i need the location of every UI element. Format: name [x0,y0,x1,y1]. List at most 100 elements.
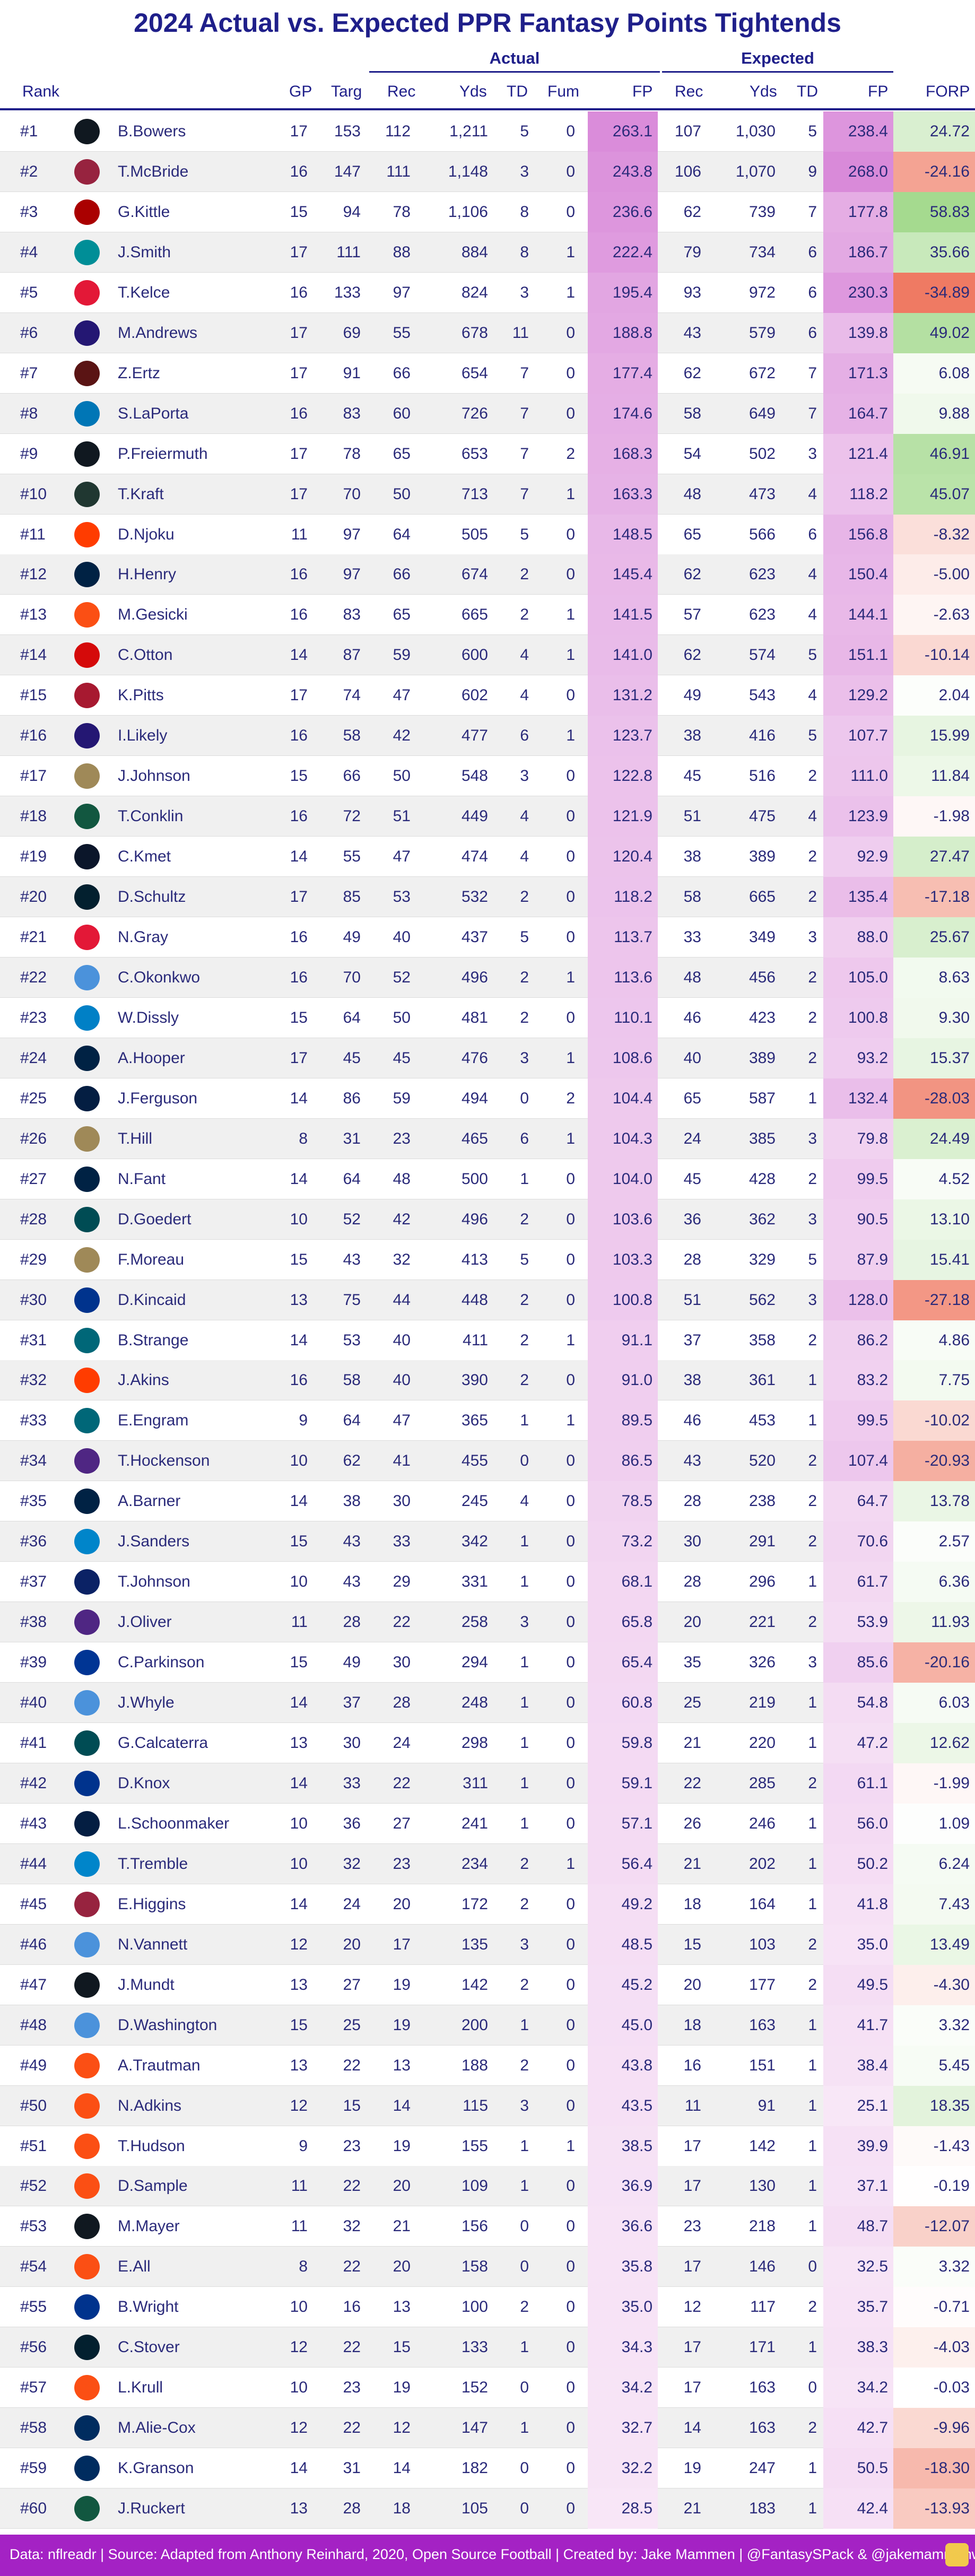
exp-fp-heat-cell [823,595,893,636]
team-logo-icon [74,884,100,910]
fp-heat-cell [588,716,658,756]
rank-cell: #14 [20,646,47,664]
yds-cell: 294 [461,1653,488,1672]
gp-cell: 10 [290,1452,308,1470]
col-exp-yds-header: Yds [750,83,777,100]
fum-cell: 0 [566,1573,575,1591]
table-row: #14 C.Otton 14 87 59 600 4 1 141.0 62 574 5 151.1 -10… [0,635,975,676]
gp-cell: 10 [290,1814,308,1832]
forp-heat-cell [893,957,975,998]
yds-cell: 311 [463,1774,488,1792]
fum-cell: 1 [566,1855,575,1873]
exp-fp-heat-cell [823,1199,893,1240]
exp-td-cell: 4 [808,485,817,503]
player-name: D.Sample [118,2177,188,2195]
rec-cell: 41 [393,1452,411,1470]
gp-cell: 11 [291,1613,308,1631]
fp-cell: 148.5 [612,525,652,543]
exp-yds-cell: 453 [748,1412,776,1430]
yds-cell: 156 [461,2217,488,2235]
yds-cell: 234 [461,1855,488,1873]
team-logo-icon [74,2375,100,2401]
forp-cell: 15.37 [929,1049,970,1067]
forp-heat-cell [893,1280,975,1320]
header-divider [0,108,975,110]
exp-rec-cell: 38 [683,848,701,866]
forp-cell: -10.14 [924,646,970,664]
td-cell: 1 [520,2338,529,2356]
rank-cell: #16 [20,727,47,745]
fp-heat-cell [588,2045,658,2086]
exp-rec-cell: 14 [683,2419,701,2437]
forp-cell: 15.99 [929,727,970,745]
exp-fp-heat-cell [823,151,893,192]
rec-cell: 28 [393,1694,411,1712]
forp-cell: -4.30 [933,1975,970,1994]
exp-yds-cell: 475 [748,807,776,825]
fum-cell: 0 [566,404,575,422]
table-row: #5 T.Kelce 16 133 97 824 3 1 195.4 93 972 6 230.3 -34… [0,272,975,313]
fum-cell: 0 [566,2056,575,2074]
fp-cell: 91.0 [621,1371,652,1389]
rec-cell: 45 [393,1049,411,1067]
gp-cell: 10 [290,1573,308,1591]
gp-cell: 16 [290,283,308,301]
fp-heat-cell [588,1723,658,1763]
targ-cell: 22 [343,2177,361,2195]
player-name: T.Hill [118,1129,152,1147]
team-logo-icon [74,1529,100,1555]
fum-cell: 1 [566,1129,575,1147]
rank-cell: #53 [20,2217,47,2235]
targ-cell: 23 [343,2379,361,2397]
targ-cell: 33 [343,1774,361,1792]
td-cell: 5 [520,928,529,946]
team-logo-icon [74,2294,100,2320]
rec-cell: 14 [393,2459,411,2477]
player-name: L.Krull [118,2379,163,2397]
forp-cell: -10.02 [924,1412,970,1430]
fp-cell: 113.7 [614,928,652,946]
yds-cell: 1,148 [448,162,488,180]
fp-cell: 141.0 [612,646,652,664]
fp-cell: 89.5 [621,1412,652,1430]
fp-heat-cell [588,2368,658,2408]
rank-cell: #57 [20,2379,47,2397]
fum-cell: 0 [566,162,575,180]
gp-cell: 10 [290,1210,308,1228]
forp-heat-cell [893,1159,975,1199]
forp-heat-cell [893,2287,975,2328]
player-name: N.Adkins [118,2096,182,2114]
exp-fp-heat-cell [823,433,893,474]
exp-fp-heat-cell [823,716,893,756]
team-logo-icon [74,1085,100,1111]
exp-rec-cell: 58 [683,404,701,422]
fum-cell: 0 [566,1814,575,1832]
yds-cell: 200 [461,2016,488,2034]
forp-heat-cell [893,2206,975,2247]
fum-cell: 0 [566,2338,575,2356]
exp-fp-cell: 123.9 [848,807,888,825]
forp-heat-cell [893,111,975,152]
player-name: J.Johnson [118,767,190,785]
exp-td-cell: 2 [808,888,817,906]
table-row: #2 T.McBride 16 147 111 1,148 3 0 243.8 106 1,070 9… [0,151,975,192]
fum-cell: 0 [566,686,575,704]
fp-heat-cell [588,192,658,232]
fp-cell: 263.1 [612,123,652,140]
forp-heat-cell [893,1038,975,1078]
exp-fp-cell: 151.1 [848,646,888,664]
forp-heat-cell [893,1803,975,1844]
table-row: #22 C.Okonkwo 16 70 52 496 2 1 113.6 48 456 2 105.0 8… [0,957,975,998]
fp-cell: 100.8 [612,1291,652,1309]
rank-cell: #41 [20,1734,47,1752]
forp-heat-cell [893,1763,975,1804]
rec-cell: 19 [393,2379,411,2397]
targ-cell: 83 [343,404,361,422]
exp-td-cell: 7 [808,364,817,382]
exp-fp-heat-cell [823,1159,893,1199]
team-logo-icon [74,1489,100,1515]
player-name: J.Whyle [118,1694,175,1712]
forp-cell: 12.62 [929,1734,970,1752]
td-cell: 2 [520,1975,529,1994]
fum-cell: 0 [566,2177,575,2195]
